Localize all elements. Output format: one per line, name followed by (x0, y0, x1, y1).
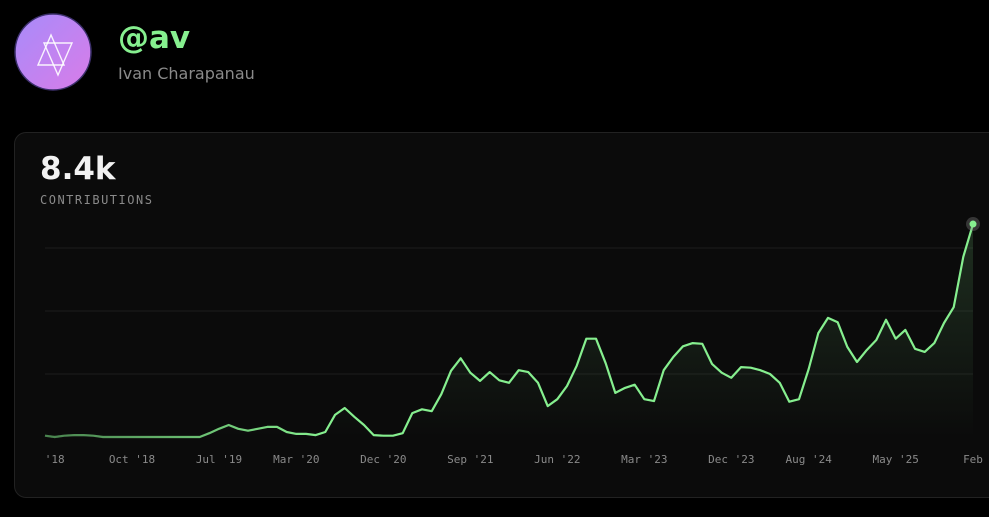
full-name: Ivan Charapanau (118, 64, 255, 83)
x-tick-label: Jul '19 (196, 453, 242, 466)
x-tick-label: Mar '20 (273, 453, 319, 466)
x-tick-label: Dec '23 (708, 453, 754, 466)
x-tick-label: Feb (963, 453, 983, 466)
x-tick-label: '18 (45, 453, 65, 466)
x-tick-label: Aug '24 (785, 453, 832, 466)
handle: @av (118, 20, 191, 56)
x-tick-label: Dec '20 (360, 453, 406, 466)
contribution-total: 8.4k (40, 151, 116, 187)
x-tick-label: May '25 (872, 453, 918, 466)
x-tick-label: Jun '22 (534, 453, 580, 466)
contributions-card: 8.4k CONTRIBUTIONS '18 Oct '18 Jul '19 Mar … (14, 132, 989, 498)
line-fade (44, 223, 975, 439)
x-tick-label: Mar '23 (621, 453, 667, 466)
area (45, 224, 973, 437)
contribution-caption: CONTRIBUTIONS (40, 193, 154, 207)
x-tick-label: Sep '21 (447, 453, 493, 466)
avatar[interactable] (14, 13, 92, 91)
chart: '18 Oct '18 Jul '19 Mar '20 Dec '20 Sep '21 Ju… (44, 217, 983, 466)
x-tick-label: Oct '18 (109, 453, 155, 466)
end-point (969, 220, 977, 228)
